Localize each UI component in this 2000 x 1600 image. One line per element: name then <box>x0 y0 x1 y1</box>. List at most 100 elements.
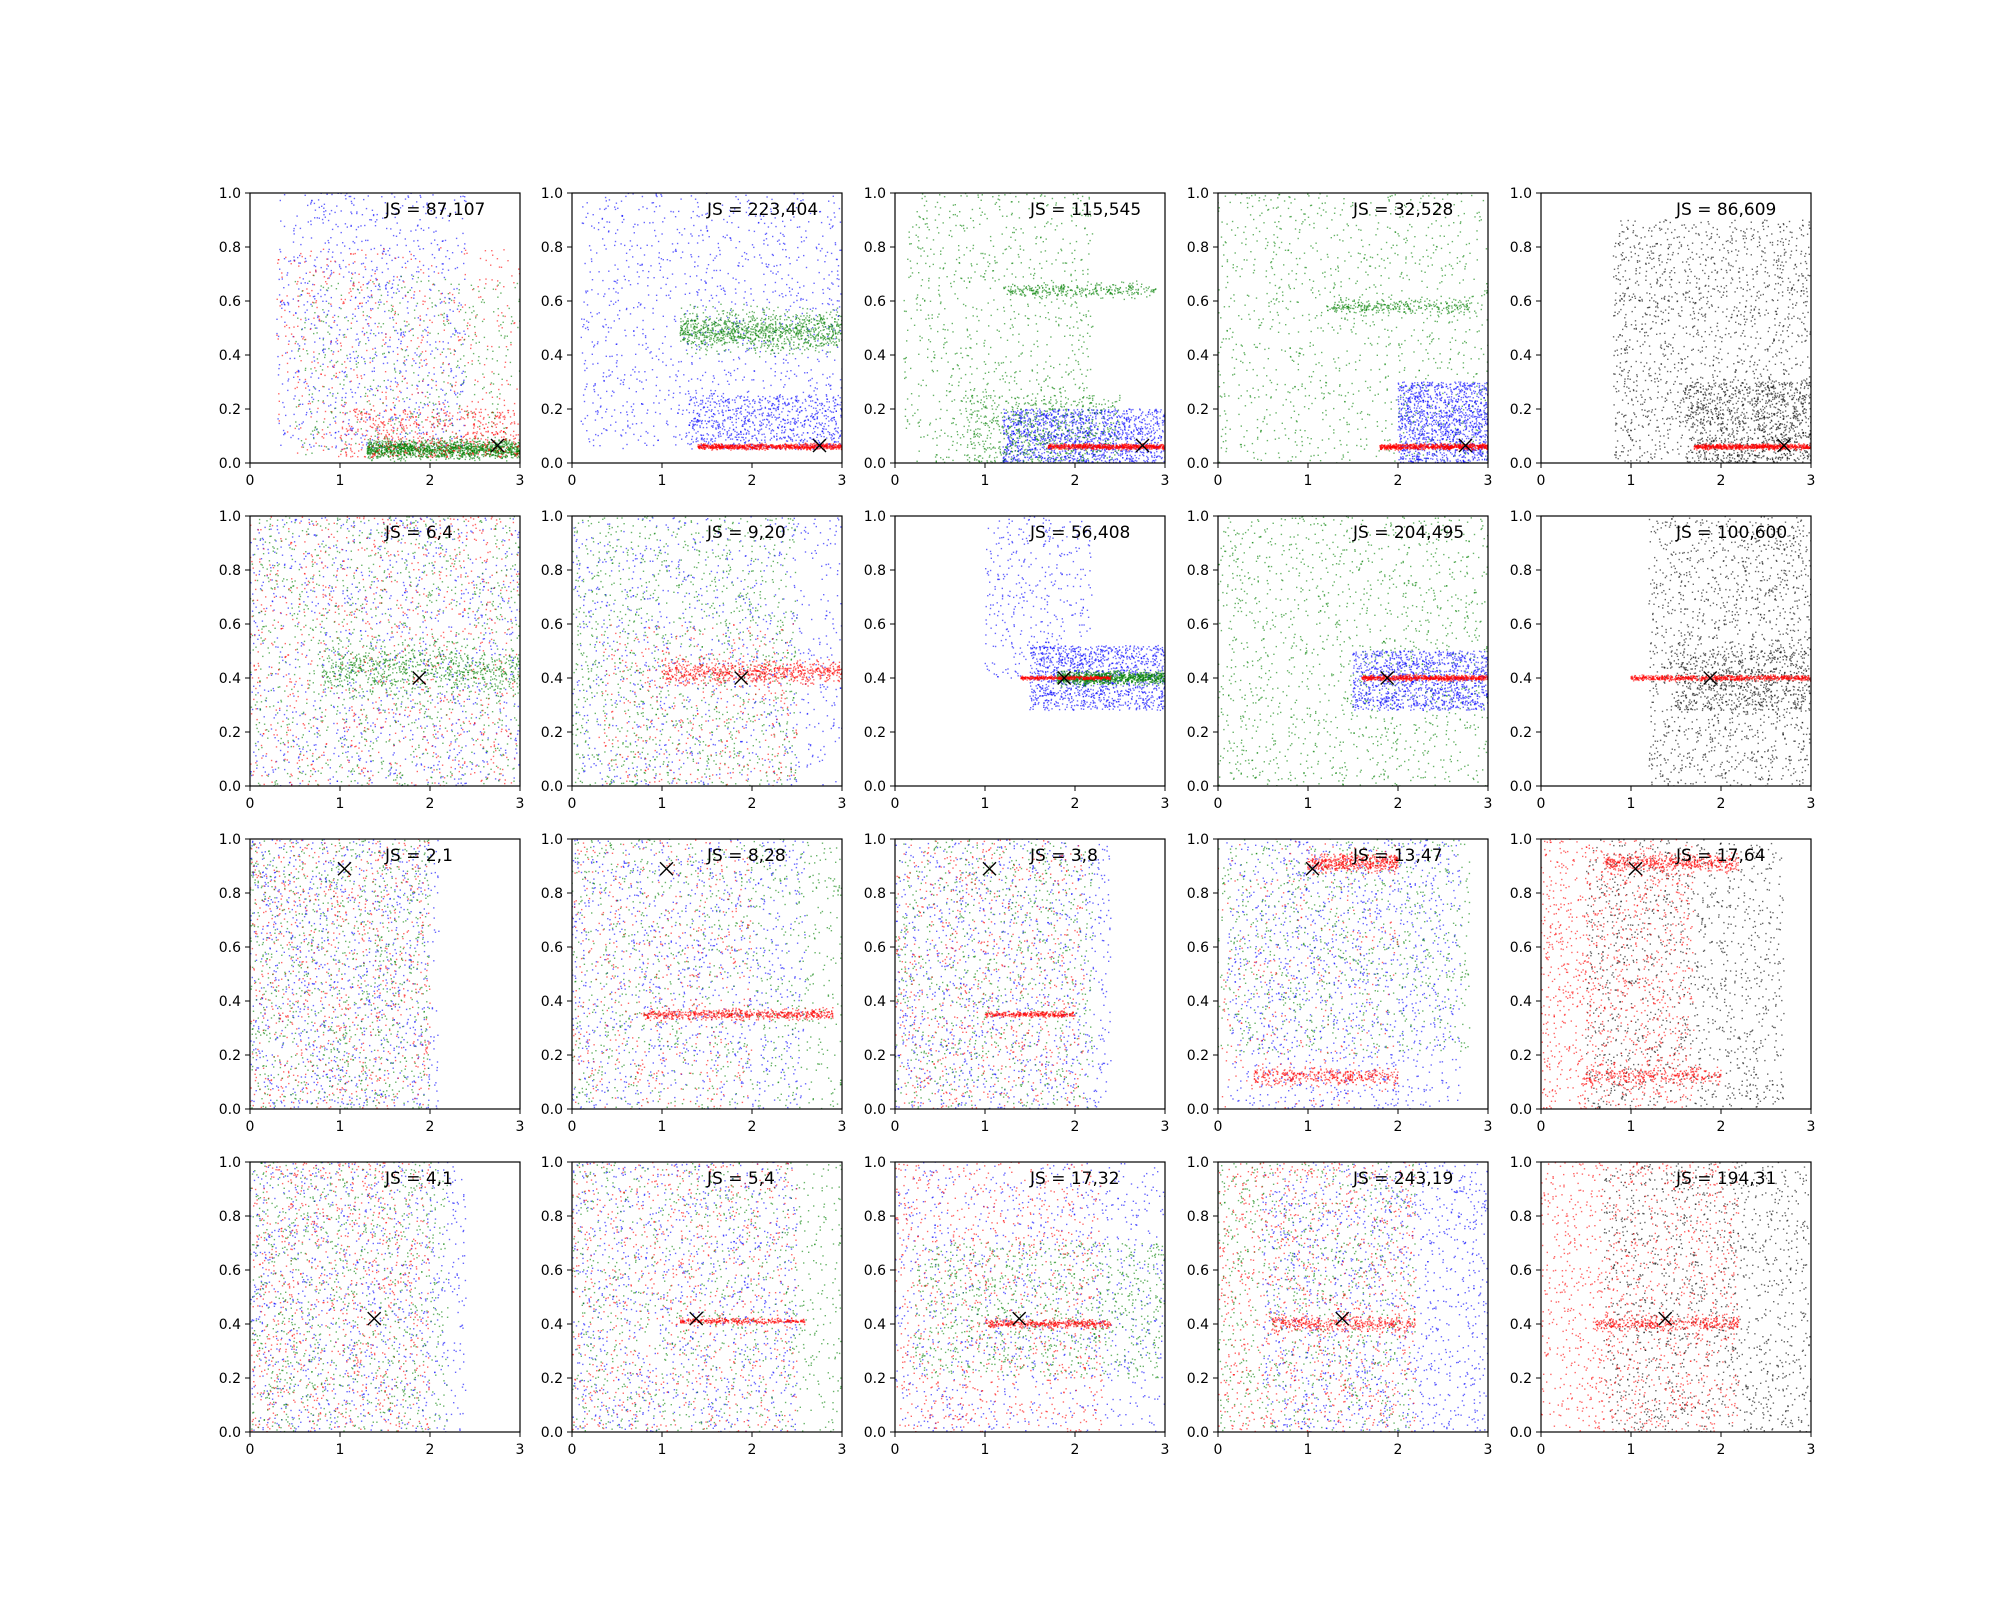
point <box>664 399 665 400</box>
point <box>706 226 707 227</box>
point <box>361 428 362 429</box>
point <box>828 345 829 346</box>
point <box>422 451 423 452</box>
point <box>475 445 476 446</box>
point <box>421 339 422 340</box>
point <box>378 289 379 290</box>
point <box>314 387 315 388</box>
point <box>422 407 423 408</box>
point <box>288 341 289 342</box>
point <box>426 434 427 435</box>
point <box>474 441 475 442</box>
point <box>707 230 708 231</box>
point <box>518 456 519 457</box>
point <box>474 326 475 327</box>
point <box>316 428 317 429</box>
point <box>518 434 519 435</box>
point <box>438 315 439 316</box>
point <box>436 413 437 414</box>
point <box>444 277 445 278</box>
point <box>743 333 744 334</box>
point <box>364 361 365 362</box>
point <box>414 449 415 450</box>
point <box>399 421 400 422</box>
point <box>639 380 640 381</box>
point <box>430 353 431 354</box>
point <box>399 400 400 401</box>
x-tick-label: 0 <box>246 473 255 489</box>
point <box>647 277 648 278</box>
point <box>323 421 324 422</box>
point <box>312 284 313 285</box>
point <box>281 308 282 309</box>
point <box>487 427 488 428</box>
point <box>637 245 638 246</box>
point <box>426 448 427 449</box>
point <box>405 460 406 461</box>
point <box>599 445 600 446</box>
point <box>452 333 453 334</box>
point <box>377 432 378 433</box>
point <box>789 287 790 288</box>
point <box>503 436 504 437</box>
point <box>418 415 419 416</box>
point <box>464 442 465 443</box>
point <box>822 303 823 304</box>
point <box>782 403 783 404</box>
point <box>307 301 308 302</box>
point <box>727 418 728 419</box>
point <box>449 258 450 259</box>
point <box>624 374 625 375</box>
point <box>735 292 736 293</box>
point <box>490 265 491 266</box>
point <box>381 258 382 259</box>
point <box>305 454 306 455</box>
point <box>394 314 395 315</box>
point <box>396 236 397 237</box>
point <box>440 443 441 444</box>
point <box>320 289 321 290</box>
point <box>442 314 443 315</box>
point <box>384 437 385 438</box>
point <box>460 391 461 392</box>
point <box>391 305 392 306</box>
point <box>404 286 405 287</box>
point <box>422 365 423 366</box>
point <box>593 385 594 386</box>
point <box>385 409 386 410</box>
point <box>733 424 734 425</box>
point <box>421 335 422 336</box>
point <box>482 446 483 447</box>
point <box>379 449 380 450</box>
point <box>443 431 444 432</box>
point <box>377 452 378 453</box>
point <box>297 343 298 344</box>
point <box>412 278 413 279</box>
point <box>356 229 357 230</box>
point <box>314 296 315 297</box>
point <box>477 441 478 442</box>
point <box>499 398 500 399</box>
point <box>508 447 509 448</box>
point <box>697 378 698 379</box>
point <box>763 274 764 275</box>
point <box>487 442 488 443</box>
point <box>517 446 518 447</box>
point <box>719 406 720 407</box>
point <box>439 248 440 249</box>
point <box>644 307 645 308</box>
point <box>348 292 349 293</box>
point <box>432 322 433 323</box>
series-blue-0 <box>581 193 843 450</box>
point <box>621 201 622 202</box>
point <box>370 333 371 334</box>
point <box>432 435 433 436</box>
point <box>392 420 393 421</box>
point <box>395 455 396 456</box>
point <box>380 386 381 387</box>
point <box>765 284 766 285</box>
point <box>366 350 367 351</box>
point <box>398 339 399 340</box>
point <box>329 361 330 362</box>
point <box>323 352 324 353</box>
